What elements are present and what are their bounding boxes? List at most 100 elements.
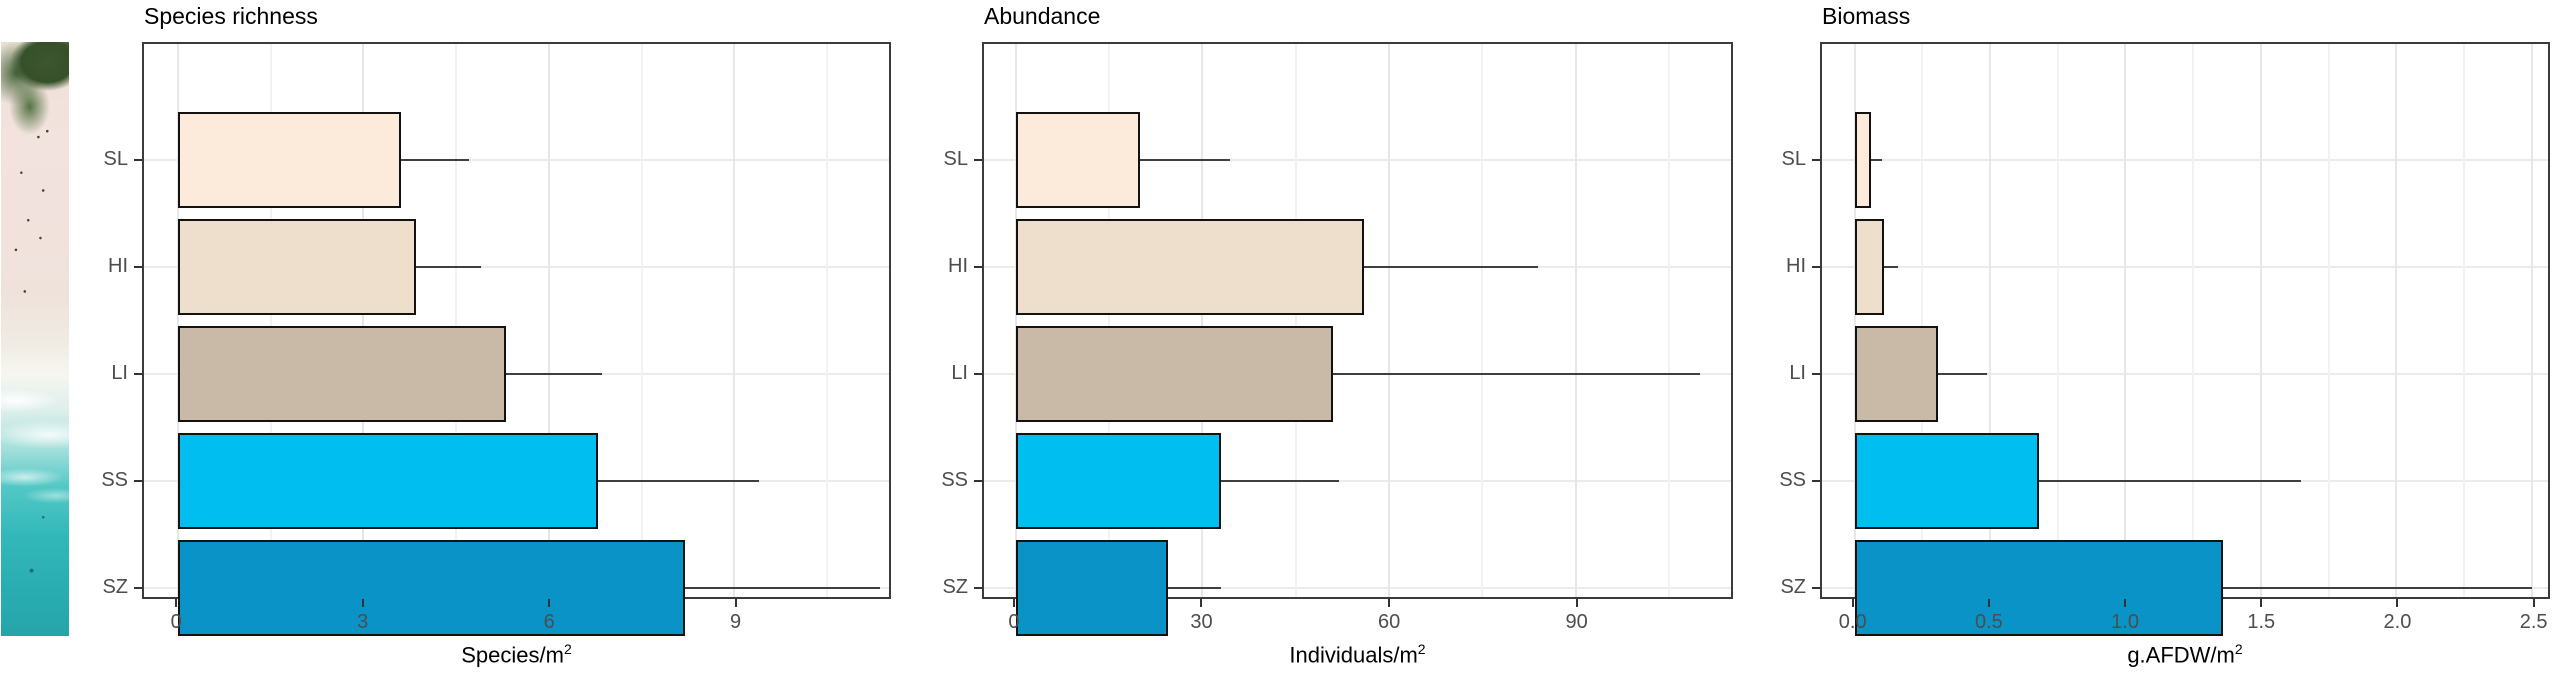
gridline-horizontal [984, 480, 1731, 483]
x-axis-tick [1575, 599, 1578, 607]
bar-sl [1015, 111, 1141, 209]
bar-hi [1015, 218, 1365, 316]
y-axis-tick [974, 587, 982, 590]
gridline-major [1988, 44, 1991, 597]
gridline-minor [826, 44, 829, 597]
gridline-minor [2056, 44, 2059, 597]
x-tick-label: 0 [1008, 611, 1020, 633]
bar-hi [178, 218, 417, 316]
gridline-major [1014, 44, 1017, 597]
x-axis-title-text: g.AFDW/m [2127, 642, 2235, 668]
gridline-horizontal [144, 158, 889, 161]
error-bar-hi [1364, 265, 1539, 268]
x-tick-label: 2.5 [2519, 611, 2548, 633]
y-axis-tick [134, 158, 142, 161]
gridline-minor [1481, 44, 1484, 597]
plot-panel [142, 42, 891, 637]
gridline-horizontal [984, 587, 1731, 590]
beach-photo-strip [1, 42, 69, 636]
x-axis-tick [361, 599, 364, 607]
bar-sz [178, 540, 685, 637]
x-tick-label: 6 [543, 611, 555, 633]
y-axis-tick [1812, 265, 1820, 268]
bar-sl [1854, 111, 1871, 209]
gridline-major [177, 44, 179, 597]
error-bar-sl [1140, 158, 1231, 161]
y-axis-tick [134, 373, 142, 376]
x-tick-label: 1.5 [2247, 611, 2276, 633]
x-axis-title: Species/m2 [142, 641, 891, 668]
y-axis-tick [974, 265, 982, 268]
x-tick-label: 90 [1565, 611, 1588, 633]
gridline-minor [1108, 44, 1111, 597]
gridline-horizontal [1822, 373, 2548, 376]
y-label-hi: HI [948, 254, 968, 277]
error-bar-ss [2038, 480, 2302, 483]
y-axis-tick [134, 480, 142, 483]
error-bar-ss [598, 480, 760, 483]
y-axis-tick [134, 265, 142, 268]
error-bar-sz [1168, 587, 1221, 590]
y-axis-tick [974, 480, 982, 483]
x-tick-label: 3 [357, 611, 369, 633]
error-bar-li [505, 373, 602, 376]
error-bar-sl [1870, 158, 1882, 161]
x-axis-tick [734, 599, 737, 607]
y-axis-tick [974, 158, 982, 161]
chart-title: Biomass [1822, 3, 1911, 29]
y-label-sl: SL [103, 147, 128, 170]
y-label-sz: SZ [102, 576, 128, 599]
bar-sl [178, 111, 401, 209]
y-axis-tick [1812, 373, 1820, 376]
gridline-major [1574, 44, 1577, 597]
error-bar-hi [1884, 265, 1898, 268]
y-label-li: LI [1789, 362, 1806, 385]
y-label-sl: SL [943, 147, 968, 170]
x-axis-tick [2260, 599, 2263, 607]
error-bar-ss [1220, 480, 1340, 483]
gridline-minor [640, 44, 643, 597]
x-tick-label: 9 [730, 611, 742, 633]
beach-specks [1, 42, 69, 636]
x-tick-label: 30 [1190, 611, 1213, 633]
x-axis-tick [1851, 599, 1854, 607]
y-label-sl: SL [1781, 147, 1806, 170]
y-label-sz: SZ [1780, 576, 1806, 599]
error-bar-sz [684, 587, 880, 590]
gridline-minor [455, 44, 458, 597]
y-label-ss: SS [101, 469, 128, 492]
x-tick-label: 60 [1377, 611, 1401, 633]
x-axis-tick [1388, 599, 1391, 607]
x-axis-tick [1012, 599, 1015, 607]
bar-ss [1854, 432, 2039, 530]
gridline-minor [1294, 44, 1297, 597]
bar-li [178, 325, 506, 423]
x-axis-tick [548, 599, 551, 607]
x-axis-tick [2532, 599, 2535, 607]
x-axis-tick [1200, 599, 1203, 607]
gridline-horizontal [1822, 265, 2548, 268]
x-axis-tick [2124, 599, 2127, 607]
y-axis-tick [1812, 158, 1820, 161]
x-tick-label: 1.0 [2111, 611, 2139, 633]
x-axis-tick [2396, 599, 2399, 607]
beach-wave-foam [1, 374, 69, 518]
y-axis-tick [974, 373, 982, 376]
x-tick-label: 0.5 [1974, 611, 2003, 633]
gridline-major [2259, 44, 2262, 597]
gridline-horizontal [1822, 158, 2548, 161]
y-label-hi: HI [108, 254, 128, 277]
error-bar-sl [400, 158, 469, 161]
y-label-hi: HI [1786, 254, 1806, 277]
gridline-minor [1667, 44, 1670, 597]
y-label-sz: SZ [942, 576, 968, 599]
error-bar-li [1332, 373, 1700, 376]
x-tick-label: 0.0 [1838, 611, 1867, 633]
gridline-major [1387, 44, 1390, 597]
bar-li [1854, 325, 1939, 423]
bar-ss [178, 432, 599, 530]
gridline-minor [269, 44, 272, 597]
gridline-horizontal [144, 265, 889, 268]
x-axis-title-text: Species/m [461, 642, 564, 668]
